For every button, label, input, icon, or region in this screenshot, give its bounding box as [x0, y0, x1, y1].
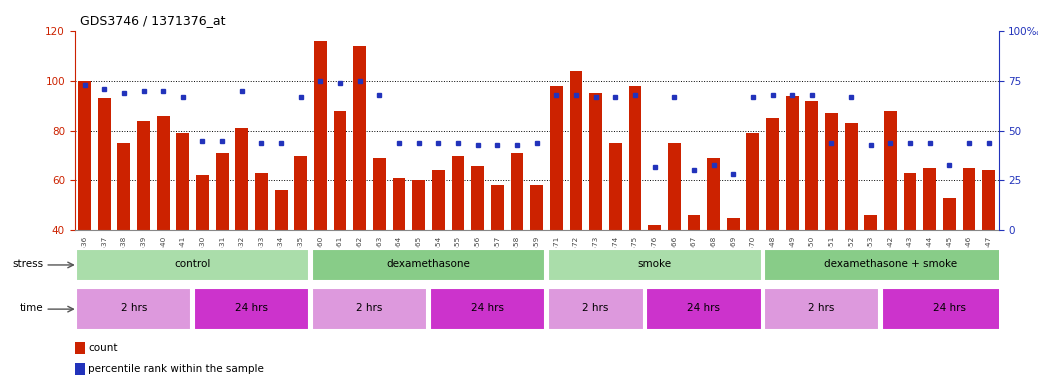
Bar — [412, 180, 426, 230]
Bar — [216, 153, 228, 230]
Bar — [311, 288, 428, 330]
Bar — [962, 168, 976, 230]
Bar — [982, 170, 995, 230]
Bar — [648, 225, 661, 230]
Bar — [882, 288, 1017, 330]
Bar — [646, 288, 762, 330]
Text: 24 hrs: 24 hrs — [687, 303, 720, 313]
Bar — [117, 143, 130, 230]
Text: GDS3746 / 1371376_at: GDS3746 / 1371376_at — [80, 14, 225, 27]
Text: 2 hrs: 2 hrs — [356, 303, 383, 313]
Bar — [845, 123, 857, 230]
Text: dexamethasone: dexamethasone — [386, 259, 470, 269]
Bar — [727, 218, 740, 230]
Text: stress: stress — [12, 259, 44, 269]
Bar — [78, 81, 91, 230]
Bar — [707, 158, 720, 230]
Text: 2 hrs: 2 hrs — [582, 303, 609, 313]
Bar — [511, 153, 523, 230]
Text: smoke: smoke — [637, 259, 672, 269]
Bar — [75, 363, 85, 375]
Bar — [924, 168, 936, 230]
Bar — [884, 111, 897, 230]
Bar — [548, 288, 644, 330]
Bar — [315, 41, 327, 230]
Bar — [865, 215, 877, 230]
Bar — [629, 86, 641, 230]
Bar — [530, 185, 543, 230]
Bar — [176, 133, 189, 230]
Bar — [570, 71, 582, 230]
Bar — [491, 185, 503, 230]
Bar — [452, 156, 464, 230]
Bar — [687, 215, 701, 230]
Text: percentile rank within the sample: percentile rank within the sample — [88, 364, 265, 374]
Text: 2 hrs: 2 hrs — [120, 303, 147, 313]
Bar — [353, 46, 366, 230]
Bar — [98, 98, 111, 230]
Bar — [236, 128, 248, 230]
Bar — [590, 93, 602, 230]
Bar — [766, 118, 778, 230]
Text: control: control — [174, 259, 211, 269]
Bar — [944, 198, 956, 230]
Bar — [373, 158, 386, 230]
Bar — [609, 143, 622, 230]
Bar — [295, 156, 307, 230]
Bar — [157, 116, 169, 230]
Bar — [194, 288, 309, 330]
Text: count: count — [88, 343, 118, 353]
Bar — [333, 111, 347, 230]
Text: time: time — [20, 303, 44, 313]
Bar — [311, 249, 545, 281]
Text: 24 hrs: 24 hrs — [933, 303, 966, 313]
Bar — [76, 288, 191, 330]
Bar — [137, 121, 149, 230]
Bar — [805, 101, 818, 230]
Bar — [471, 166, 484, 230]
Bar — [430, 288, 545, 330]
Bar — [904, 173, 917, 230]
Bar — [825, 113, 838, 230]
Text: 24 hrs: 24 hrs — [471, 303, 504, 313]
Bar — [764, 288, 879, 330]
Bar — [392, 178, 406, 230]
Text: 2 hrs: 2 hrs — [809, 303, 835, 313]
Bar — [75, 342, 85, 354]
Bar — [76, 249, 309, 281]
Bar — [764, 249, 1017, 281]
Bar — [432, 170, 444, 230]
Bar — [196, 175, 209, 230]
Bar — [275, 190, 288, 230]
Bar — [548, 249, 762, 281]
Bar — [786, 96, 798, 230]
Bar — [746, 133, 759, 230]
Bar — [255, 173, 268, 230]
Text: dexamethasone + smoke: dexamethasone + smoke — [824, 259, 957, 269]
Bar — [550, 86, 563, 230]
Text: 24 hrs: 24 hrs — [236, 303, 268, 313]
Bar — [667, 143, 681, 230]
